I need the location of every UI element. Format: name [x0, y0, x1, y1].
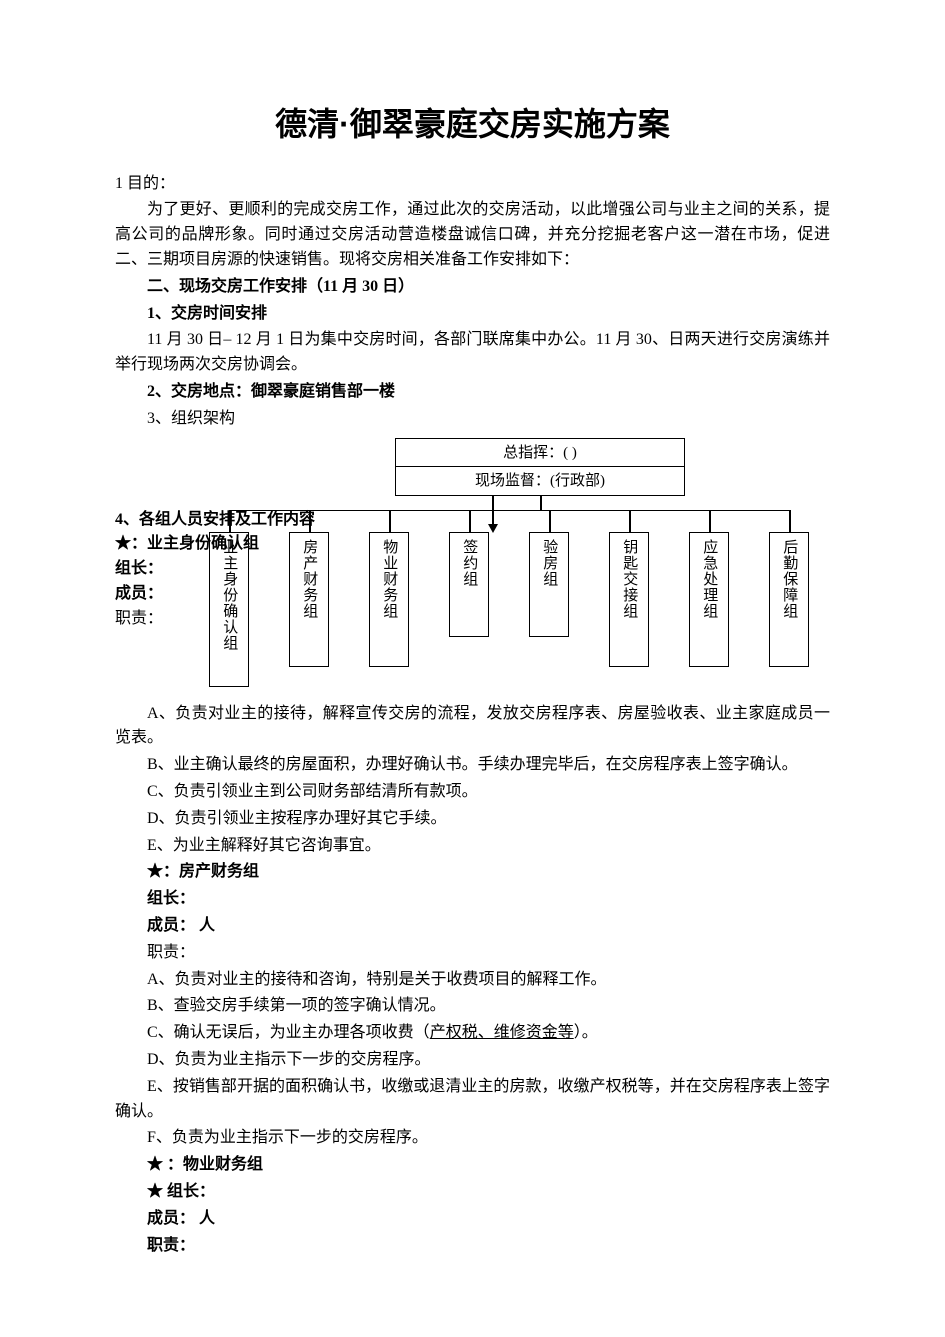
chart-box-group: 应急处理组 [689, 532, 729, 667]
group-star-heading: ★：业主身份确认组 [115, 532, 365, 557]
chart-box-group: 物业财务组 [369, 532, 409, 667]
document-title: 德清·御翠豪庭交房实施方案 [115, 100, 830, 150]
group-members-label: 成员： [115, 582, 365, 607]
heading-4: 4、各组人员安排及工作内容 [115, 508, 365, 533]
section-1-heading: 1 目的： [115, 172, 830, 197]
group-leader-label: ★ 组长： [115, 1180, 830, 1205]
chart-drop [709, 510, 711, 532]
duty-item: D、负责引领业主按程序办理好其它手续。 [115, 807, 830, 832]
chart-box-group: 钥匙交接组 [609, 532, 649, 667]
chart-drop [469, 510, 471, 532]
chart-drop [629, 510, 631, 532]
paragraph-schedule: 11 月 30 日– 12 月 1 日为集中交房时间，各部门联席集中办公。11 … [115, 328, 830, 378]
group-duty-label: 职责： [115, 1234, 830, 1259]
chart-box-commander: 总指挥：( ) [395, 438, 685, 469]
duty-item: B、查验交房手续第一项的签字确认情况。 [115, 994, 830, 1019]
duty-item: C、负责引领业主到公司财务部结清所有款项。 [115, 780, 830, 805]
chevron-down-icon [488, 524, 498, 533]
duty-text: ）。 [574, 1024, 598, 1041]
duty-item: E、按销售部开据的面积确认书，收缴或退清业主的房款，收缴产权税等，并在交房程序表… [115, 1075, 830, 1125]
duty-item: B、业主确认最终的房屋面积，办理好确认书。手续办理完毕后，在交房程序表上签字确认… [115, 753, 830, 778]
duty-underline: 产权税、维修资金等 [430, 1024, 574, 1041]
group-star-heading: ★：房产财务组 [115, 860, 830, 885]
duty-item: C、确认无误后，为业主办理各项收费（产权税、维修资金等）。 [115, 1021, 830, 1046]
group-duty-label: 职责： [115, 941, 830, 966]
group-leader-label: 组长： [115, 557, 365, 582]
group-leader-label: 组长： [115, 887, 830, 912]
duty-text: C、确认无误后，为业主办理各项收费（ [147, 1024, 430, 1041]
group-duty-label: 职责： [115, 607, 365, 632]
group-members-label: 成员： 人 [115, 914, 830, 939]
group-members-label: 成员： 人 [115, 1207, 830, 1232]
group-star-heading: ★ ：物业财务组 [115, 1153, 830, 1178]
duty-item: D、负责为业主指示下一步的交房程序。 [115, 1048, 830, 1073]
heading-2-3: 3、组织架构 [115, 407, 830, 432]
duty-item: A、负责对业主的接待，解释宣传交房的流程，发放交房程序表、房屋验收表、业主家庭成… [115, 702, 830, 752]
chart-box-group: 验房组 [529, 532, 569, 637]
duty-item: F、负责为业主指示下一步的交房程序。 [115, 1126, 830, 1151]
org-chart: 总指挥：( ) 现场监督：(行政部) 业主身份确认组 房产财务组 物业财务组 签… [185, 438, 825, 698]
paragraph-purpose: 为了更好、更顺利的完成交房工作，通过此次的交房活动，以此增强公司与业主之间的关系… [115, 198, 830, 272]
chart-drop [549, 510, 551, 532]
chart-box-group: 签约组 [449, 532, 489, 637]
duty-item: A、负责对业主的接待和咨询，特别是关于收费项目的解释工作。 [115, 968, 830, 993]
chart-connector [540, 496, 542, 510]
heading-2: 二、现场交房工作安排（11 月 30 日） [115, 275, 830, 300]
chart-box-group: 后勤保障组 [769, 532, 809, 667]
chart-drop [389, 510, 391, 532]
heading-2-1: 1、交房时间安排 [115, 302, 830, 327]
chart-box-supervisor: 现场监督：(行政部) [395, 466, 685, 497]
chart-drop [789, 510, 791, 532]
heading-2-2: 2、交房地点：御翠豪庭销售部一楼 [115, 380, 830, 405]
duty-item: E、为业主解释好其它咨询事宜。 [115, 834, 830, 859]
overlay-section-4: 4、各组人员安排及工作内容 ★：业主身份确认组 组长： 成员： 职责： [115, 508, 365, 632]
